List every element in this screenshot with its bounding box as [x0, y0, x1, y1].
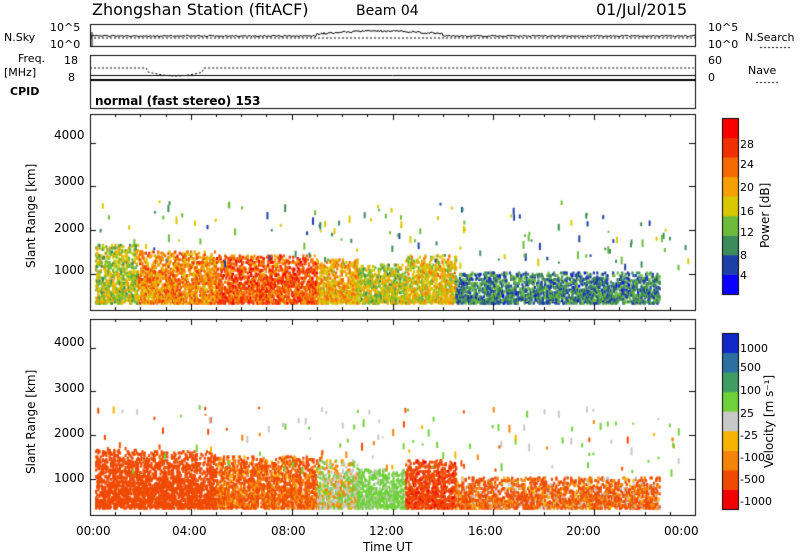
- freq-left-tick-high: 18: [64, 54, 78, 67]
- freq-label-line1: Freq.: [18, 52, 46, 65]
- velocity-y-axis-label: Slant Range [km]: [24, 369, 38, 474]
- nave-label: Nave: [748, 64, 777, 77]
- power-y-tick: 4000: [54, 128, 85, 142]
- noise-search-label: N.Search: [745, 31, 795, 44]
- noise-left-tick-low: 10^0: [50, 38, 81, 51]
- velocity-y-tick: 2000: [54, 426, 85, 440]
- power-y-tick: 3000: [54, 174, 85, 188]
- velocity-colorbar-tick: -1000: [740, 495, 772, 508]
- power-colorbar-tick: 28: [740, 138, 754, 151]
- velocity-colorbar-tick: 1000: [740, 342, 768, 355]
- station-title: Zhongshan Station (fitACF): [92, 0, 309, 19]
- power-colorbar-tick: 20: [740, 181, 754, 194]
- x-tick-label: 00:00: [664, 524, 699, 538]
- x-tick-label: 20:00: [566, 524, 601, 538]
- velocity-y-tick: 3000: [54, 381, 85, 395]
- power-colorbar-tick: 4: [740, 269, 747, 282]
- power-colorbar-tick: 24: [740, 158, 754, 171]
- x-tick-label: 16:00: [468, 524, 503, 538]
- cpid-label: CPID: [10, 85, 40, 98]
- noise-right-tick-low: 10^0: [708, 38, 739, 51]
- x-axis-label: Time UT: [363, 540, 413, 554]
- x-tick-label: 00:00: [76, 524, 111, 538]
- freq-left-tick-low: 8: [68, 71, 75, 84]
- velocity-y-tick: 4000: [54, 335, 85, 349]
- power-colorbar-tick: 8: [740, 249, 747, 262]
- power-colorbar-tick: 16: [740, 205, 754, 218]
- x-tick-label: 08:00: [271, 524, 306, 538]
- freq-label-line2: [MHz]: [4, 66, 37, 79]
- velocity-colorbar-tick: -25: [740, 429, 758, 442]
- velocity-colorbar-tick: -100: [740, 451, 765, 464]
- beam-label: Beam 04: [356, 3, 419, 19]
- power-y-tick: 2000: [54, 221, 85, 235]
- velocity-y-tick: 1000: [54, 471, 85, 485]
- noise-sky-label: N.Sky: [4, 31, 36, 44]
- nave-right-tick-high: 60: [708, 54, 722, 67]
- x-tick-label: 04:00: [172, 524, 207, 538]
- power-colorbar-tick: 12: [740, 226, 754, 239]
- power-y-tick: 1000: [54, 263, 85, 277]
- noise-right-tick-high: 10^5: [708, 21, 739, 34]
- velocity-colorbar-tick: -500: [740, 473, 765, 486]
- velocity-colorbar-label: Velocity [m s⁻¹]: [762, 374, 776, 468]
- cpid-text: normal (fast stereo) 153: [95, 94, 261, 108]
- velocity-colorbar-tick: 25: [740, 407, 754, 420]
- velocity-colorbar-tick: 100: [740, 384, 761, 397]
- nave-right-tick-low: 0: [708, 71, 715, 84]
- power-y-axis-label: Slant Range [km]: [24, 163, 38, 268]
- x-tick-label: 12:00: [369, 524, 404, 538]
- plot-date: 01/Jul/2015: [596, 0, 688, 19]
- power-colorbar-label: Power [dB]: [758, 182, 772, 248]
- noise-left-tick-high: 10^5: [50, 21, 81, 34]
- velocity-colorbar-tick: 500: [740, 361, 761, 374]
